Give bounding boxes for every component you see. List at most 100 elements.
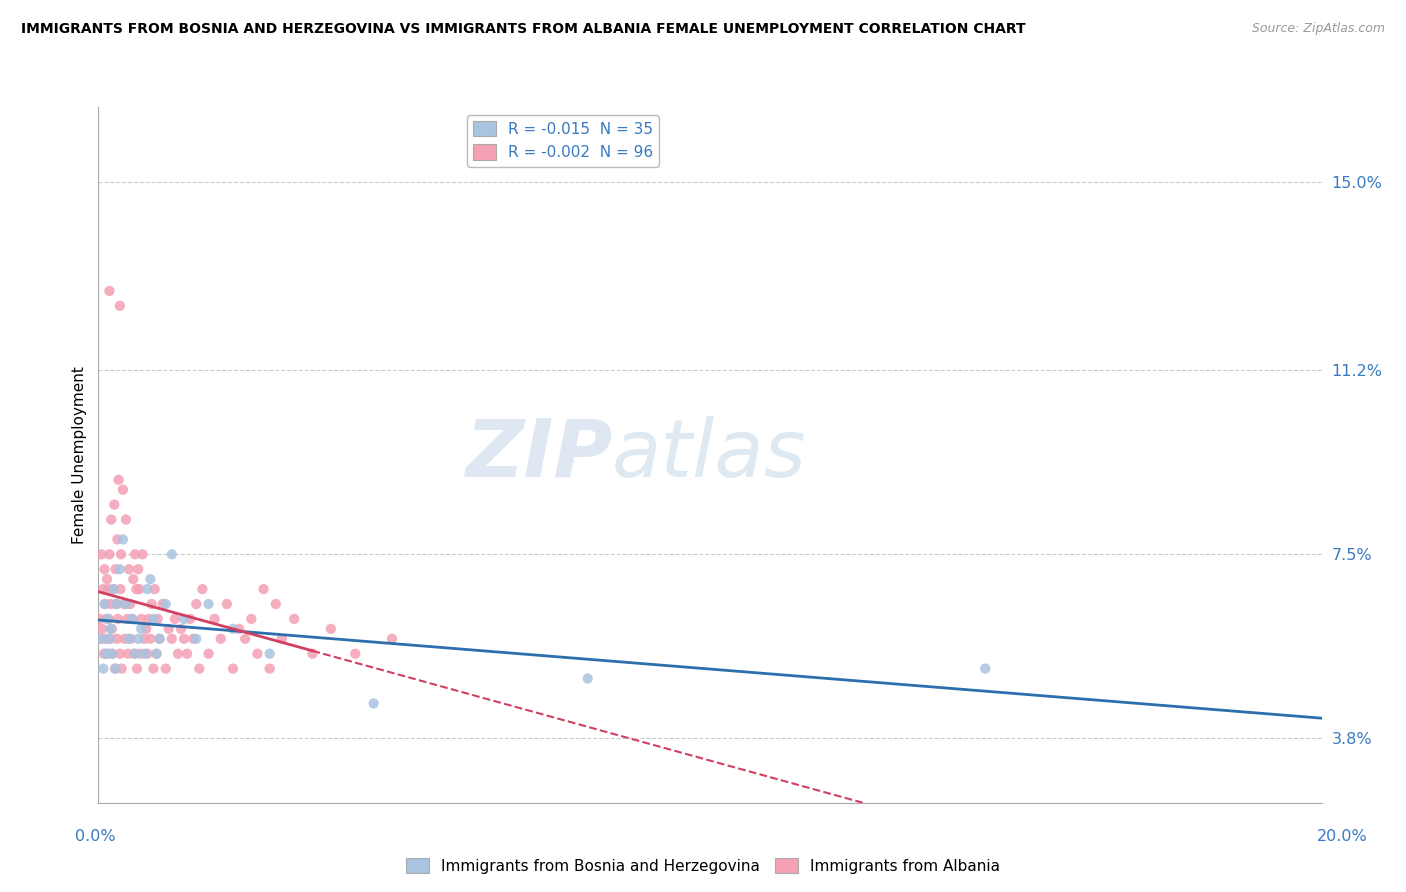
- Legend: R = -0.015  N = 35, R = -0.002  N = 96: R = -0.015 N = 35, R = -0.002 N = 96: [467, 115, 659, 167]
- Point: [105, 632, 128, 646]
- Point: [100, 512, 122, 526]
- Y-axis label: Female Unemployment: Female Unemployment: [72, 366, 87, 544]
- Point: [181, 632, 204, 646]
- Point: [93, 597, 115, 611]
- Point: [108, 299, 131, 313]
- Point: [240, 612, 263, 626]
- Point: [91, 662, 114, 676]
- Text: Source: ZipAtlas.com: Source: ZipAtlas.com: [1251, 22, 1385, 36]
- Point: [94, 597, 117, 611]
- Point: [121, 612, 143, 626]
- Point: [576, 672, 599, 686]
- Point: [128, 582, 150, 596]
- Point: [157, 622, 180, 636]
- Point: [98, 284, 121, 298]
- Point: [97, 582, 120, 596]
- Point: [97, 612, 120, 626]
- Point: [117, 647, 139, 661]
- Text: IMMIGRANTS FROM BOSNIA AND HERZEGOVINA VS IMMIGRANTS FROM ALBANIA FEMALE UNEMPLO: IMMIGRANTS FROM BOSNIA AND HERZEGOVINA V…: [21, 22, 1026, 37]
- Point: [259, 662, 281, 676]
- Point: [122, 647, 145, 661]
- Point: [110, 582, 132, 596]
- Point: [111, 533, 134, 547]
- Point: [170, 622, 193, 636]
- Point: [131, 547, 153, 561]
- Point: [363, 697, 385, 711]
- Point: [163, 612, 186, 626]
- Point: [283, 612, 305, 626]
- Text: atlas: atlas: [612, 416, 807, 494]
- Point: [186, 597, 208, 611]
- Point: [270, 632, 294, 646]
- Point: [197, 647, 219, 661]
- Point: [149, 632, 172, 646]
- Point: [215, 597, 238, 611]
- Point: [91, 582, 114, 596]
- Point: [152, 597, 174, 611]
- Point: [107, 612, 129, 626]
- Point: [121, 612, 143, 626]
- Point: [100, 597, 122, 611]
- Point: [103, 498, 125, 512]
- Point: [127, 632, 149, 646]
- Point: [135, 622, 157, 636]
- Point: [90, 632, 112, 646]
- Point: [118, 562, 141, 576]
- Point: [124, 547, 146, 561]
- Point: [89, 612, 111, 626]
- Point: [233, 632, 256, 646]
- Point: [191, 582, 214, 596]
- Point: [124, 647, 146, 661]
- Point: [134, 647, 156, 661]
- Point: [145, 647, 167, 661]
- Text: ZIP: ZIP: [465, 416, 612, 494]
- Point: [103, 582, 125, 596]
- Point: [125, 662, 148, 676]
- Text: 0.0%: 0.0%: [76, 830, 115, 844]
- Point: [94, 647, 117, 661]
- Point: [139, 572, 162, 586]
- Point: [381, 632, 404, 646]
- Point: [246, 647, 269, 661]
- Point: [186, 632, 208, 646]
- Point: [98, 632, 121, 646]
- Point: [344, 647, 367, 661]
- Point: [115, 612, 138, 626]
- Point: [129, 647, 152, 661]
- Point: [120, 632, 142, 646]
- Point: [122, 572, 145, 586]
- Point: [101, 622, 124, 636]
- Point: [104, 662, 127, 676]
- Point: [107, 473, 129, 487]
- Point: [134, 632, 156, 646]
- Point: [143, 582, 166, 596]
- Point: [173, 612, 195, 626]
- Point: [188, 662, 211, 676]
- Point: [91, 622, 114, 636]
- Point: [97, 612, 120, 626]
- Point: [115, 512, 138, 526]
- Text: 20.0%: 20.0%: [1317, 830, 1368, 844]
- Point: [974, 662, 997, 676]
- Point: [209, 632, 232, 646]
- Point: [252, 582, 274, 596]
- Point: [136, 647, 159, 661]
- Point: [98, 547, 121, 561]
- Point: [93, 562, 115, 576]
- Point: [146, 612, 169, 626]
- Point: [114, 632, 136, 646]
- Point: [115, 597, 138, 611]
- Point: [98, 632, 121, 646]
- Point: [103, 582, 125, 596]
- Point: [197, 597, 219, 611]
- Point: [228, 622, 250, 636]
- Point: [110, 547, 132, 561]
- Point: [97, 647, 120, 661]
- Point: [173, 632, 195, 646]
- Point: [155, 662, 177, 676]
- Point: [104, 562, 127, 576]
- Point: [176, 647, 198, 661]
- Point: [142, 612, 165, 626]
- Point: [101, 647, 124, 661]
- Point: [149, 632, 172, 646]
